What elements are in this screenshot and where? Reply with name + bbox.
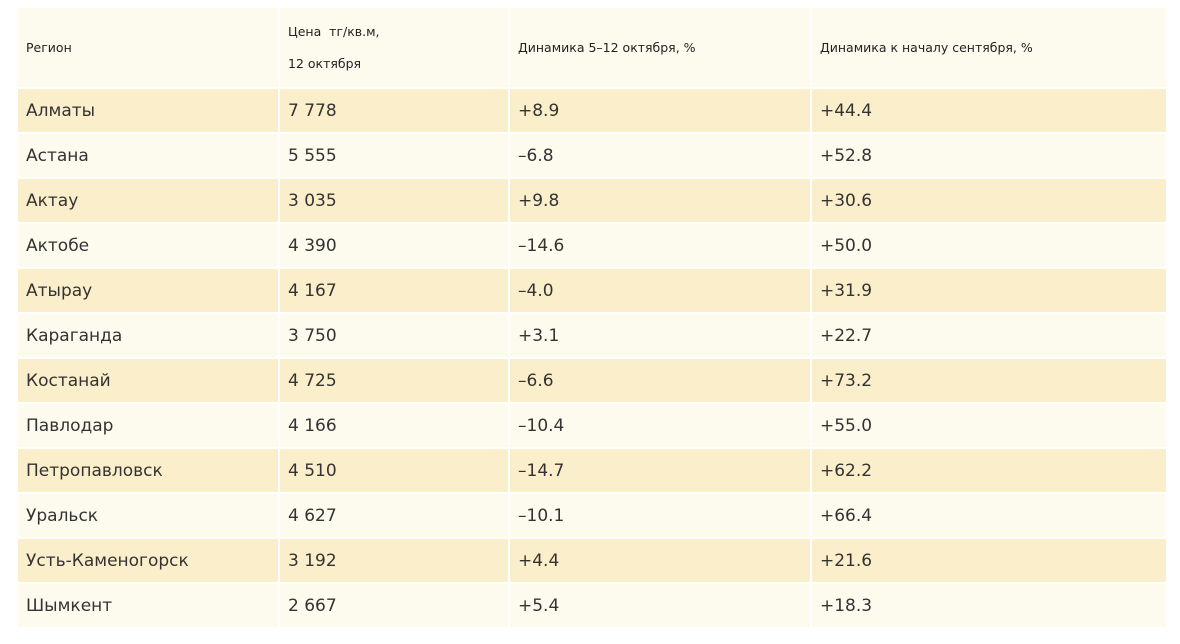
cell-monthly-change: +55.0: [812, 404, 1166, 449]
cell-region: Уральск: [18, 494, 280, 539]
cell-monthly-change: +44.4: [812, 89, 1166, 134]
cell-region: Усть-Каменогорск: [18, 539, 280, 584]
cell-region: Атырау: [18, 269, 280, 314]
cell-region: Павлодар: [18, 404, 280, 449]
cell-price: 4 390: [280, 224, 510, 269]
header-weekly-label: Динамика 5–12 октября, %: [518, 40, 696, 55]
cell-monthly-change: +22.7: [812, 314, 1166, 359]
cell-region: Петропавловск: [18, 449, 280, 494]
cell-weekly-change: +9.8: [510, 179, 812, 224]
cell-monthly-change: +62.2: [812, 449, 1166, 494]
header-price-label: Цена тг/кв.м,: [288, 23, 380, 39]
table-row: Атырау 4 167 –4.0 +31.9: [18, 269, 1166, 314]
cell-region: Шымкент: [18, 584, 280, 629]
header-price-date: 12 октября: [288, 55, 362, 71]
header-weekly-change: Динамика 5–12 октября, %: [510, 8, 812, 89]
table-row: Алматы 7 778 +8.9 +44.4: [18, 89, 1166, 134]
cell-region: Костанай: [18, 359, 280, 404]
table-row: Астана 5 555 –6.8 +52.8: [18, 134, 1166, 179]
cell-weekly-change: +5.4: [510, 584, 812, 629]
table-row: Павлодар 4 166 –10.4 +55.0: [18, 404, 1166, 449]
table-header: Регион Цена тг/кв.м, 12 октября Динамика…: [18, 8, 1166, 89]
cell-price: 4 166: [280, 404, 510, 449]
table-row: Петропавловск 4 510 –14.7 +62.2: [18, 449, 1166, 494]
cell-price: 4 167: [280, 269, 510, 314]
header-row: Регион Цена тг/кв.м, 12 октября Динамика…: [18, 8, 1166, 89]
cell-monthly-change: +50.0: [812, 224, 1166, 269]
cell-price: 3 035: [280, 179, 510, 224]
cell-price: 3 192: [280, 539, 510, 584]
table-row: Караганда 3 750 +3.1 +22.7: [18, 314, 1166, 359]
cell-weekly-change: –10.4: [510, 404, 812, 449]
cell-monthly-change: +30.6: [812, 179, 1166, 224]
table-row: Усть-Каменогорск 3 192 +4.4 +21.6: [18, 539, 1166, 584]
cell-price: 2 667: [280, 584, 510, 629]
table-body: Алматы 7 778 +8.9 +44.4 Астана 5 555 –6.8 +52.8…: [18, 89, 1166, 629]
table-row: Уральск 4 627 –10.1 +66.4: [18, 494, 1166, 539]
header-price: Цена тг/кв.м, 12 октября: [280, 8, 510, 89]
cell-price: 4 725: [280, 359, 510, 404]
cell-region: Астана: [18, 134, 280, 179]
cell-monthly-change: +66.4: [812, 494, 1166, 539]
price-table: Регион Цена тг/кв.м, 12 октября Динамика…: [18, 8, 1166, 629]
cell-weekly-change: –4.0: [510, 269, 812, 314]
header-monthly-change: Динамика к началу сентября, %: [812, 8, 1166, 89]
cell-price: 7 778: [280, 89, 510, 134]
cell-monthly-change: +73.2: [812, 359, 1166, 404]
table-row: Актау 3 035 +9.8 +30.6: [18, 179, 1166, 224]
price-table-container: Регион Цена тг/кв.м, 12 октября Динамика…: [18, 8, 1166, 629]
table-row: Шымкент 2 667 +5.4 +18.3: [18, 584, 1166, 629]
cell-weekly-change: –10.1: [510, 494, 812, 539]
cell-weekly-change: +4.4: [510, 539, 812, 584]
cell-price: 3 750: [280, 314, 510, 359]
cell-monthly-change: +31.9: [812, 269, 1166, 314]
table-row: Актобе 4 390 –14.6 +50.0: [18, 224, 1166, 269]
cell-price: 4 510: [280, 449, 510, 494]
cell-weekly-change: –14.7: [510, 449, 812, 494]
cell-price: 4 627: [280, 494, 510, 539]
cell-monthly-change: +18.3: [812, 584, 1166, 629]
header-monthly-label: Динамика к началу сентября, %: [820, 40, 1033, 55]
cell-monthly-change: +21.6: [812, 539, 1166, 584]
header-region: Регион: [18, 8, 280, 89]
cell-region: Караганда: [18, 314, 280, 359]
table-row: Костанай 4 725 –6.6 +73.2: [18, 359, 1166, 404]
cell-weekly-change: +3.1: [510, 314, 812, 359]
cell-weekly-change: +8.9: [510, 89, 812, 134]
cell-monthly-change: +52.8: [812, 134, 1166, 179]
header-region-label: Регион: [26, 40, 72, 55]
cell-region: Актау: [18, 179, 280, 224]
cell-weekly-change: –6.6: [510, 359, 812, 404]
cell-region: Актобе: [18, 224, 280, 269]
cell-weekly-change: –14.6: [510, 224, 812, 269]
cell-price: 5 555: [280, 134, 510, 179]
cell-weekly-change: –6.8: [510, 134, 812, 179]
cell-region: Алматы: [18, 89, 280, 134]
